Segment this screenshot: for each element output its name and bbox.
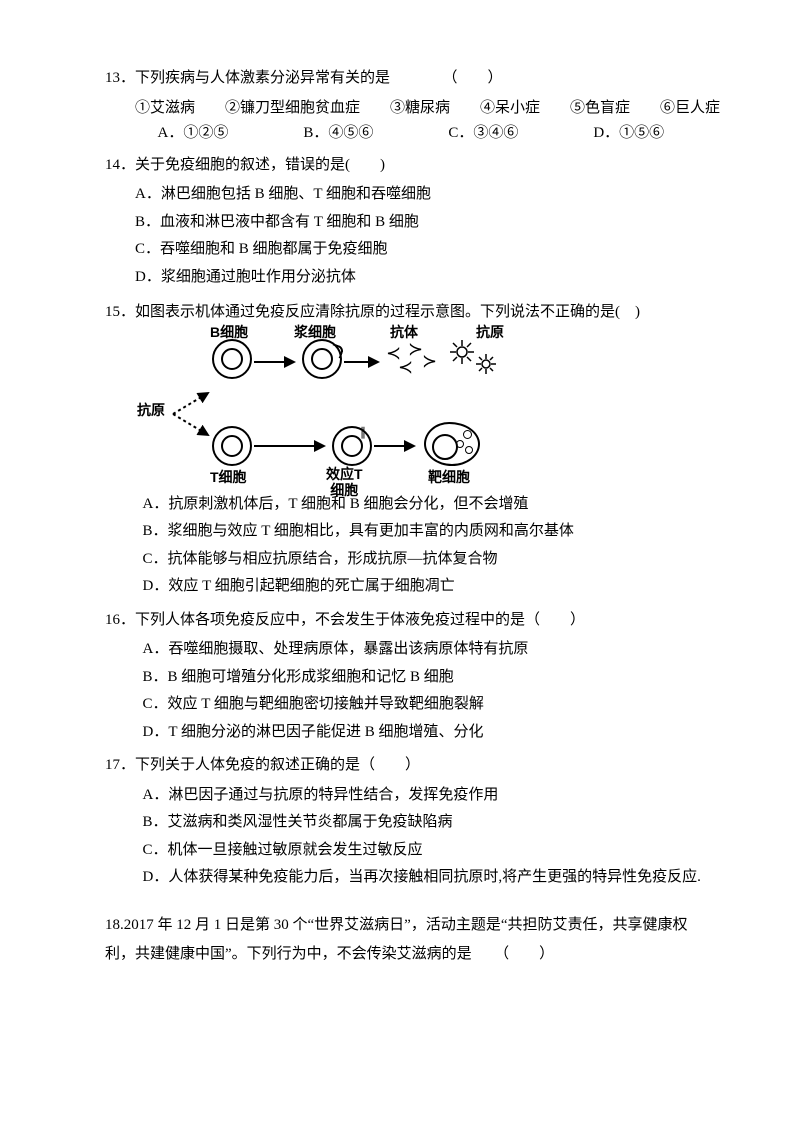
q16-stem: 16．下列人体各项免疫反应中，不会发生于体液免疫过程中的是（ ）: [105, 608, 720, 634]
q17-stem: 17．下列关于人体免疫的叙述正确的是（ ）: [105, 753, 720, 779]
plasma-cell: 浆细胞: [302, 339, 342, 379]
arrow-antigen-split: [170, 389, 215, 439]
b-cell: B细胞: [212, 339, 252, 379]
q13-stem: 13．下列疾病与人体激素分泌异常有关的是 （ ）: [105, 66, 720, 92]
effector-t-label: 效应T 细胞: [326, 466, 363, 498]
q17-opt-a: A．淋巴因子通过与抗原的特异性结合，发挥免疫作用: [143, 783, 721, 809]
antibody-icon: ≺: [398, 358, 413, 376]
q17-options: A．淋巴因子通过与抗原的特异性结合，发挥免疫作用 B．艾滋病和类风湿性关节炎都属…: [143, 783, 721, 891]
q14-opt-d: D．浆细胞通过胞吐作用分泌抗体: [135, 265, 720, 291]
q15-diagram: 抗原 B细胞 浆细胞 抗体 ≺ ≺ ≻ ≻ 抗原: [140, 334, 540, 484]
q15-opt-a: A．抗原刺激机体后，T 细胞和 B 细胞会分化，但不会增殖: [143, 492, 721, 518]
q13-options: A．①②⑤ B．④⑤⑥ C．③④⑥ D．①⑤⑥: [158, 121, 721, 147]
q18-stem-line1: 18.2017 年 12 月 1 日是第 30 个“世界艾滋病日”，活动主题是“…: [105, 913, 720, 939]
q17-opt-c: C．机体一旦接触过敏原就会发生过敏反应: [143, 838, 721, 864]
q15-options: A．抗原刺激机体后，T 细胞和 B 细胞会分化，但不会增殖 B．浆细胞与效应 T…: [143, 492, 721, 600]
b-cell-label: B细胞: [210, 321, 248, 345]
q13-choices: ①艾滋病 ②镰刀型细胞贫血症 ③糖尿病 ④呆小症 ⑤色盲症 ⑥巨人症: [135, 96, 720, 122]
q16-options: A．吞噬细胞摄取、处理病原体，暴露出该病原体特有抗原 B．B 细胞可增殖分化形成…: [143, 637, 721, 745]
t-cell-label: T细胞: [210, 466, 247, 490]
q14-stem: 14．关于免疫细胞的叙述，错误的是( ): [105, 153, 720, 179]
antibody-icon: ≻: [422, 352, 437, 370]
q14-opt-b: B．血液和淋巴液中都含有 T 细胞和 B 细胞: [135, 210, 720, 236]
q15-opt-d: D．效应 T 细胞引起靶细胞的死亡属于细胞凋亡: [143, 574, 721, 600]
t-cell: T细胞: [212, 426, 252, 466]
q16-opt-a: A．吞噬细胞摄取、处理病原体，暴露出该病原体特有抗原: [143, 637, 721, 663]
target-cell-label: 靶细胞: [428, 466, 470, 490]
q16-opt-b: B．B 细胞可增殖分化形成浆细胞和记忆 B 细胞: [143, 665, 721, 691]
q17-opt-b: B．艾滋病和类风湿性关节炎都属于免疫缺陷病: [143, 810, 721, 836]
q14-options: A．淋巴细胞包括 B 细胞、T 细胞和吞噬细胞 B．血液和淋巴液中都含有 T 细…: [135, 182, 720, 290]
q15-opt-c: C．抗体能够与相应抗原结合，形成抗原—抗体复合物: [143, 547, 721, 573]
arrow-t-efft: [254, 436, 332, 456]
q14-opt-c: C．吞噬细胞和 B 细胞都属于免疫细胞: [135, 237, 720, 263]
q14-opt-a: A．淋巴细胞包括 B 细胞、T 细胞和吞噬细胞: [135, 182, 720, 208]
q18-stem-line2: 利，共建健康中国”。下列行为中，不会传染艾滋病的是 （ ）: [105, 942, 720, 968]
q15-opt-b: B．浆细胞与效应 T 细胞相比，具有更加丰富的内质网和高尔基体: [143, 519, 721, 545]
arrow-b-plasma: [254, 352, 302, 372]
antibody-icon: ≻: [408, 340, 423, 358]
effector-t-cell: ∥ 效应T 细胞: [332, 426, 372, 466]
antigen-sun-icon: [448, 338, 476, 374]
target-cell: 靶细胞: [424, 422, 480, 466]
antigen-sun-icon: [474, 352, 498, 384]
arrow-plasma-antibody: [344, 352, 386, 372]
antigen-right-label: 抗原: [476, 321, 504, 345]
arrow-efft-target: [374, 436, 422, 456]
q16-opt-c: C．效应 T 细胞与靶细胞密切接触并导致靶细胞裂解: [143, 692, 721, 718]
antigen-left-label: 抗原: [137, 399, 165, 423]
q16-opt-d: D．T 细胞分泌的淋巴因子能促进 B 细胞增殖、分化: [143, 720, 721, 746]
q17-opt-d: D．人体获得某种免疫能力后，当再次接触相同抗原时,将产生更强的特异性免疫反应.: [143, 865, 721, 891]
